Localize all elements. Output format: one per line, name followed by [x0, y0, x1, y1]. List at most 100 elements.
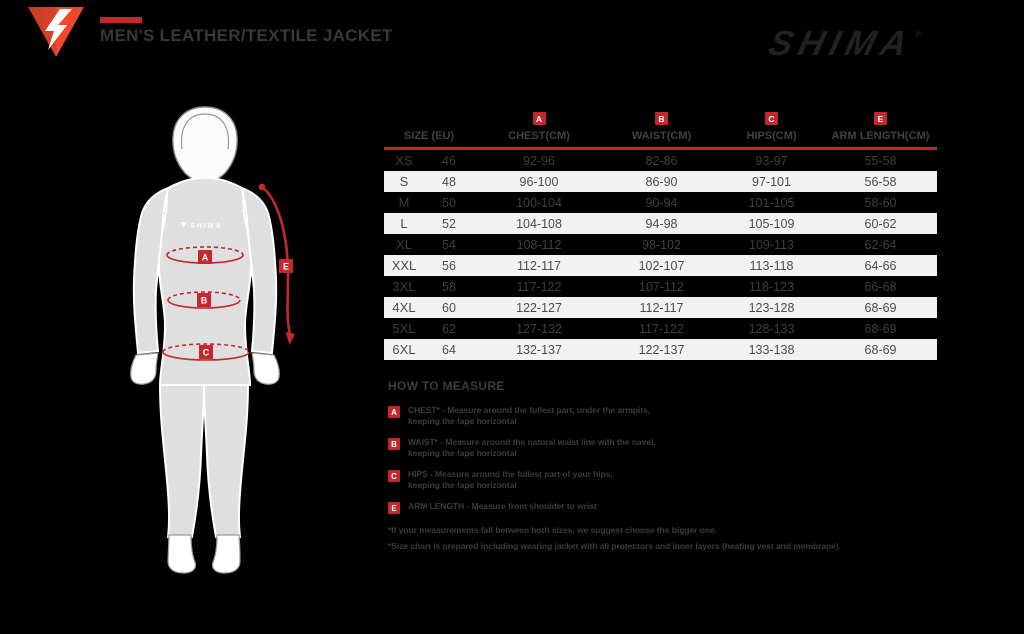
table-row-l: L 52 104-108 94-98 105-109 60-62 [384, 213, 937, 234]
cell-hips: 133-138 [748, 342, 795, 357]
header-badge-hips: C [765, 112, 778, 125]
cell-waist: 112-117 [639, 300, 684, 315]
logo-flash-icon [45, 9, 72, 50]
cell-eu: 56 [442, 258, 456, 273]
cell-arm: 68-69 [864, 321, 897, 336]
waist-line-solid [167, 299, 241, 309]
measure-waist-line2: keeping the tape horizontal [408, 447, 517, 458]
table-row-6xl: 6XL 64 132-137 122-137 133-138 68-69 [384, 339, 937, 360]
chest-brand-logo: SHIMA [180, 222, 223, 230]
cell-waist: 107-112 [639, 279, 684, 294]
measure-badge-chest: A [388, 406, 400, 418]
measure-hips-line1: HIPS - Measure around the fullest part o… [408, 469, 613, 479]
table-row-4xl: 4XL 60 122-127 112-117 123-128 68-69 [384, 297, 937, 318]
arm-line-arrowhead-icon [285, 332, 295, 345]
cell-hips: 105-109 [748, 216, 795, 231]
figure-left-foot [167, 534, 197, 574]
cell-eu: 64 [442, 342, 456, 357]
size-table: SIZE (EU) A CHEST(CM) B WAIST(CM) C HIPS… [384, 103, 937, 360]
waist-line-dashed [167, 291, 241, 301]
table-row-xl: XL 54 108-112 98-102 109-113 62-64 [384, 234, 937, 255]
arm-line-start-dot [258, 183, 266, 191]
cell-eu: 48 [442, 174, 456, 189]
cell-arm: 64-66 [864, 258, 897, 273]
measure-badge-arm: E [388, 502, 400, 514]
figure-left-arm [132, 186, 170, 355]
body-silhouette-svg: SHIMA A B C E [130, 106, 295, 574]
size-table-body: XS 46 92-96 82-86 93-97 55-58 S 48 96-10… [384, 150, 937, 360]
footnote-chart-prepared: *Size chart is prepared including wearin… [388, 541, 841, 551]
cell-hips: 128-133 [748, 321, 795, 336]
measure-item-chest: A CHEST* - Measure around the fullest pa… [388, 405, 933, 426]
cell-arm: 66-68 [864, 279, 897, 294]
measure-waist-line1: WAIST* - Measure around the natural wais… [408, 437, 656, 447]
measure-arm-line1: ARM LENGTH - Measure from shoulder to wr… [408, 501, 597, 511]
arm-length-line [260, 185, 292, 337]
header-arm-label: ARM LENGTH(CM) [831, 130, 930, 142]
header-waist: B WAIST(CM) [604, 103, 719, 147]
header-chest-label: CHEST(CM) [508, 130, 570, 142]
page-title: MEN'S LEATHER/TEXTILE JACKET [100, 26, 393, 45]
header-hips: C HIPS(CM) [719, 103, 824, 147]
cell-chest: 108-112 [516, 237, 562, 252]
table-row-xs: XS 46 92-96 82-86 93-97 55-58 [384, 150, 937, 171]
cell-arm: 56-58 [864, 174, 897, 189]
footnote-between-sizes: *If your measurements fall between both … [388, 525, 717, 535]
cell-chest: 132-137 [516, 342, 562, 357]
figure-right-leg [202, 384, 250, 538]
cell-size: 3XL [392, 279, 416, 294]
how-to-measure-heading: HOW TO MEASURE [388, 379, 505, 393]
header-chest: A CHEST(CM) [474, 103, 604, 147]
title-accent-bar [100, 17, 142, 23]
measure-item-hips: C HIPS - Measure around the fullest part… [388, 469, 933, 490]
measure-text-arm: ARM LENGTH - Measure from shoulder to wr… [408, 501, 597, 514]
table-row-s: S 48 96-100 86-90 97-101 56-58 [384, 171, 937, 192]
measure-item-arm: E ARM LENGTH - Measure from shoulder to … [388, 501, 933, 514]
cell-hips: 101-105 [748, 195, 795, 210]
header-hips-label: HIPS(CM) [746, 130, 797, 142]
table-row-m: M 50 100-104 90-94 101-105 58-60 [384, 192, 937, 213]
cell-hips: 123-128 [748, 300, 795, 315]
table-row-5xl: 5XL 62 127-132 117-122 128-133 68-69 [384, 318, 937, 339]
figure-badge-chest-letter: A [202, 253, 209, 263]
table-row-3xl: 3XL 58 117-122 107-112 118-123 66-68 [384, 276, 937, 297]
size-table-header: SIZE (EU) A CHEST(CM) B WAIST(CM) C HIPS… [384, 103, 937, 147]
cell-eu: 50 [442, 195, 456, 210]
measure-chest-line1: CHEST* - Measure around the fullest part… [408, 405, 651, 415]
cell-arm: 62-64 [864, 237, 897, 252]
figure-right-hand [251, 352, 280, 385]
cell-chest: 117-122 [516, 279, 562, 294]
chest-logo-triangle-icon [180, 222, 187, 228]
measure-badge-hips: C [388, 470, 400, 482]
cell-arm: 68-69 [864, 300, 897, 315]
cell-eu: 46 [442, 153, 456, 168]
figure-left-leg [158, 384, 206, 538]
cell-eu: 52 [442, 216, 456, 231]
figure-badge-arm: E [279, 259, 293, 273]
brand-wordmark: SHIMA® [765, 14, 987, 63]
measure-text-chest: CHEST* - Measure around the fullest part… [408, 405, 650, 426]
header-badge-waist: B [655, 112, 668, 125]
chest-logo-text: SHIMA [190, 223, 223, 230]
cell-eu: 62 [442, 321, 456, 336]
cell-size: 5XL [392, 321, 416, 336]
cell-chest: 96-100 [519, 174, 559, 189]
figure-badge-waist-letter: B [201, 296, 208, 306]
table-row-xxl: XXL 56 112-117 102-107 113-118 64-66 [384, 255, 937, 276]
cell-eu: 54 [442, 237, 456, 252]
cell-waist: 90-94 [645, 195, 678, 210]
cell-waist: 86-90 [645, 174, 678, 189]
figure-right-foot [211, 534, 241, 574]
cell-waist: 94-98 [645, 216, 678, 231]
table-divider [384, 147, 937, 150]
figure-head [172, 106, 238, 183]
cell-waist: 98-102 [642, 237, 681, 252]
cell-size: XS [395, 153, 413, 168]
cell-size: XL [396, 237, 412, 252]
cell-hips: 113-118 [749, 258, 794, 273]
cell-waist: 82-86 [645, 153, 678, 168]
cell-waist: 102-107 [638, 258, 685, 273]
cell-eu: 58 [442, 279, 456, 294]
cell-size: 4XL [392, 300, 416, 315]
cell-arm: 68-69 [864, 342, 897, 357]
